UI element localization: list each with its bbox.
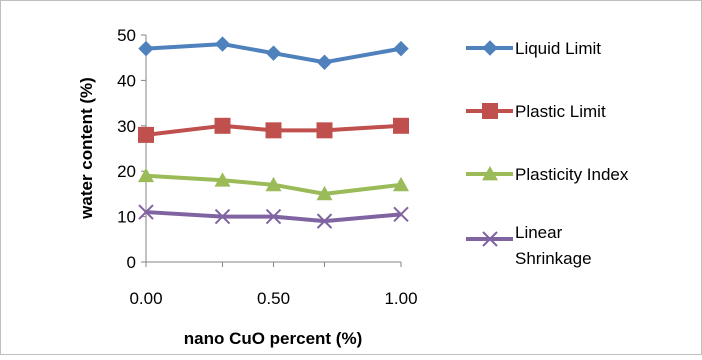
y-tick-label: 40 <box>117 71 136 90</box>
legend-item-liquid-limit: Liquid Limit <box>466 39 601 58</box>
data-point-liquid-limit <box>138 40 154 57</box>
legend-label: Liquid Limit <box>515 39 601 58</box>
legend-item-linear-shrinkage: Linear Shrinkage <box>466 223 592 268</box>
series-liquid-limit <box>138 36 409 70</box>
legend: Liquid Limit Plastic Limit Plasticity Inde… <box>466 39 629 268</box>
data-point-liquid-limit <box>214 36 231 52</box>
series-plasticity-index <box>138 167 409 201</box>
data-point-linear-shrinkage <box>393 206 409 223</box>
series-linear-shrinkage <box>138 204 409 229</box>
y-tick-label: 30 <box>117 117 136 136</box>
data-point-linear-shrinkage <box>316 213 333 229</box>
data-point-plastic-limit <box>393 117 409 134</box>
data-point-linear-shrinkage <box>138 204 154 220</box>
data-point-plasticity-index <box>316 185 333 201</box>
series-plastic-limit <box>138 117 409 143</box>
data-point-plastic-limit <box>214 117 231 134</box>
legend-marker <box>482 166 498 181</box>
data-point-plastic-limit <box>316 122 333 139</box>
x-tick-label: 1.00 <box>384 289 417 308</box>
data-point-liquid-limit <box>265 45 282 61</box>
data-point-plastic-limit <box>138 126 154 143</box>
legend-label: Shrinkage <box>515 249 592 268</box>
x-axis-title: nano CuO percent (%) <box>184 329 363 348</box>
legend-item-plastic-limit: Plastic Limit <box>466 102 606 121</box>
data-point-plasticity-index <box>393 176 409 192</box>
y-axis: 0 10 20 30 40 50 <box>117 26 147 272</box>
y-tick-label: 0 <box>127 253 136 272</box>
legend-marker <box>482 231 498 247</box>
data-point-plasticity-index <box>138 167 154 183</box>
legend-label: Plasticity Index <box>515 165 629 184</box>
x-tick-label: 0.50 <box>257 289 290 308</box>
legend-label: Plastic Limit <box>515 102 606 121</box>
series-layer <box>138 36 409 229</box>
y-tick-label: 20 <box>117 162 136 181</box>
y-tick-label: 10 <box>117 208 136 227</box>
x-axis: 0.00 0.50 1.00 <box>129 261 418 308</box>
legend-marker <box>482 40 498 56</box>
y-tick-label: 50 <box>117 26 136 45</box>
legend-label: Linear <box>515 223 563 242</box>
data-point-linear-shrinkage <box>214 208 231 225</box>
data-point-plasticity-index <box>214 172 231 187</box>
legend-item-plasticity-index: Plasticity Index <box>466 165 629 184</box>
y-axis-title: water content (%) <box>77 77 96 220</box>
data-point-plasticity-index <box>265 176 282 192</box>
data-point-liquid-limit <box>393 40 409 57</box>
legend-marker <box>482 103 498 119</box>
data-point-plastic-limit <box>265 122 282 139</box>
x-tick-label: 0.00 <box>129 289 162 308</box>
data-point-linear-shrinkage <box>265 208 282 225</box>
data-point-liquid-limit <box>316 54 333 70</box>
